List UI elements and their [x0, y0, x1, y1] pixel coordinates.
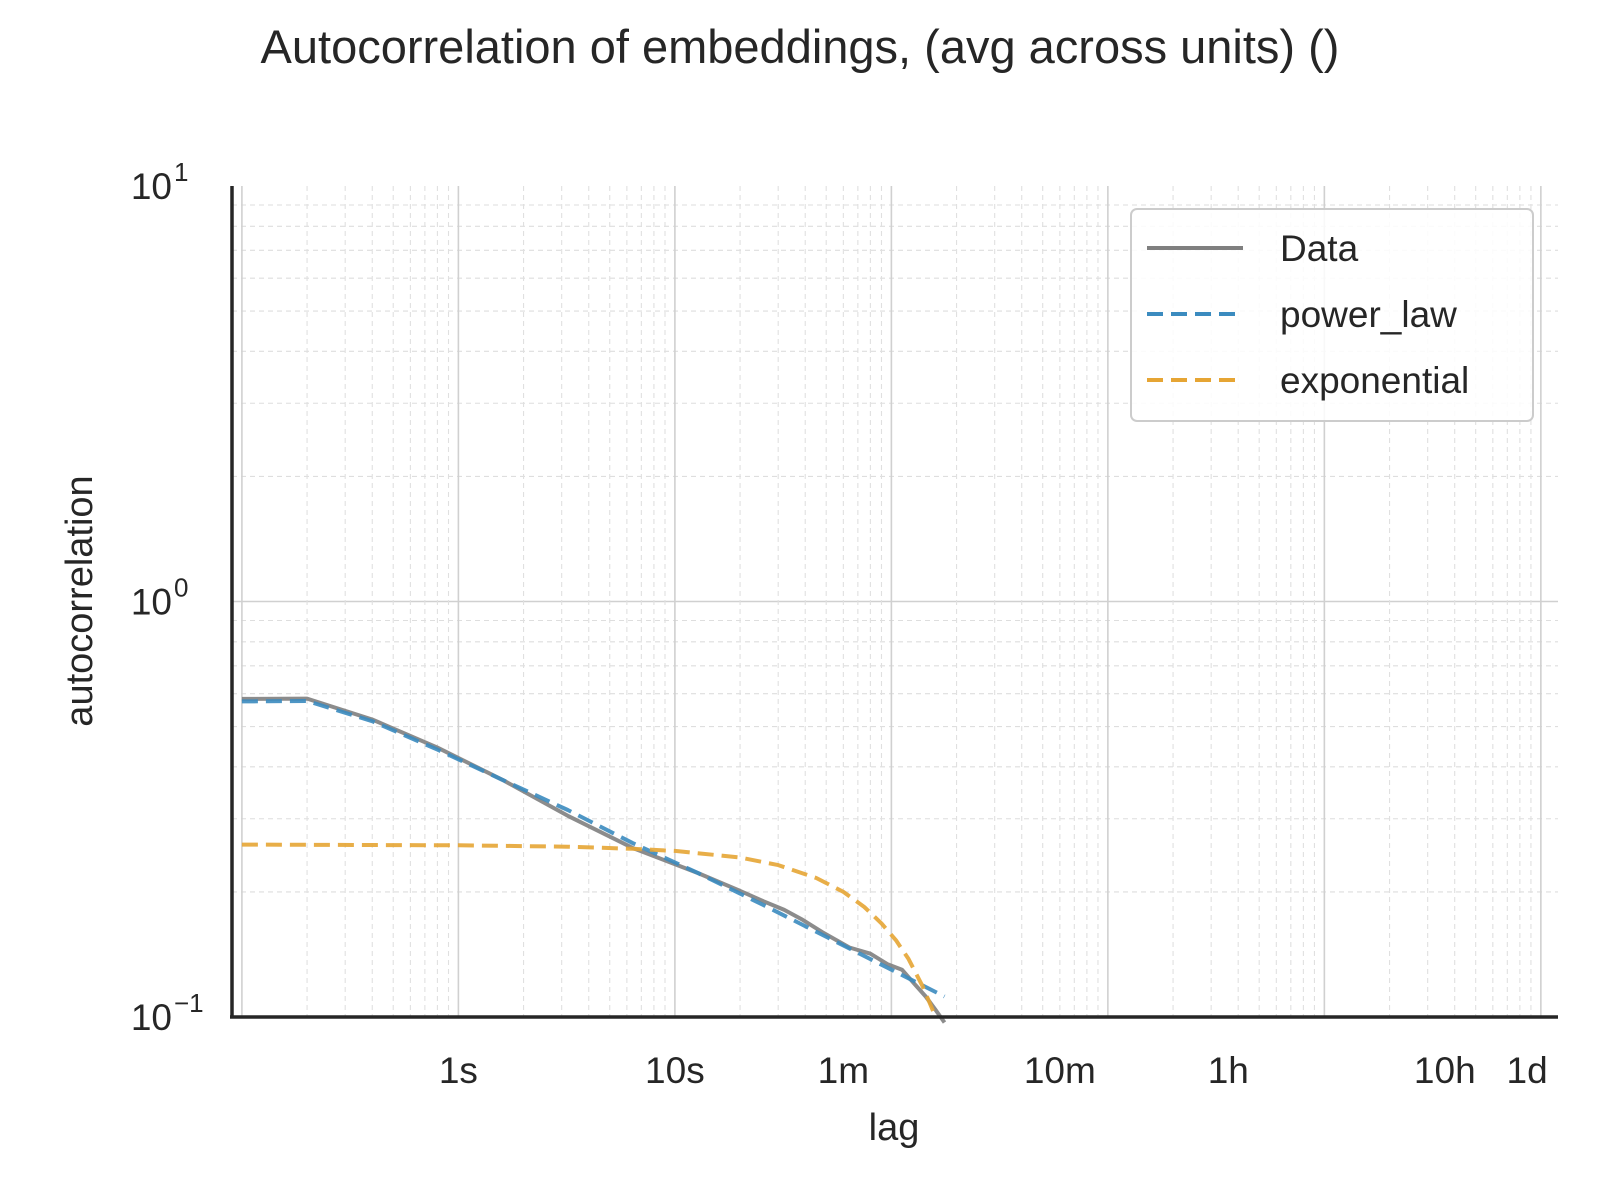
series-layer: [241, 696, 947, 1024]
y-tick-label: 10: [131, 166, 172, 207]
chart-title: Autocorrelation of embeddings, (avg acro…: [261, 20, 1340, 73]
y-axis-label: autocorrelation: [59, 475, 101, 726]
series-line-power-law: [241, 699, 946, 999]
y-tick-exponent: 1: [174, 157, 188, 187]
x-tick-label: 1h: [1208, 1050, 1249, 1091]
legend-box: [1130, 208, 1534, 422]
x-tick-labels: 1s 10s 1m 10m 1h 10h 1d: [439, 1050, 1548, 1091]
legend-label: Data: [1280, 228, 1359, 269]
x-tick-label: 1d: [1507, 1050, 1548, 1091]
series-line-exponential: [241, 842, 938, 1018]
x-tick-label: 10s: [645, 1050, 705, 1091]
x-tick-label: 1m: [818, 1050, 869, 1091]
legend-label: exponential: [1280, 360, 1469, 401]
x-axis-label: lag: [869, 1107, 920, 1149]
legend-label: power_law: [1280, 294, 1457, 335]
x-tick-label: 10h: [1414, 1050, 1476, 1091]
series-line-data: [241, 696, 947, 1024]
legend: Data power_law exponential: [1130, 208, 1534, 422]
y-tick-exponent: 0: [174, 573, 188, 603]
y-tick-label: 10: [131, 997, 172, 1038]
y-tick-label: 10: [131, 582, 172, 623]
axes: [230, 186, 1558, 1019]
y-tick-exponent: −1: [174, 988, 204, 1018]
x-tick-label: 10m: [1024, 1050, 1096, 1091]
x-tick-label: 1s: [439, 1050, 478, 1091]
